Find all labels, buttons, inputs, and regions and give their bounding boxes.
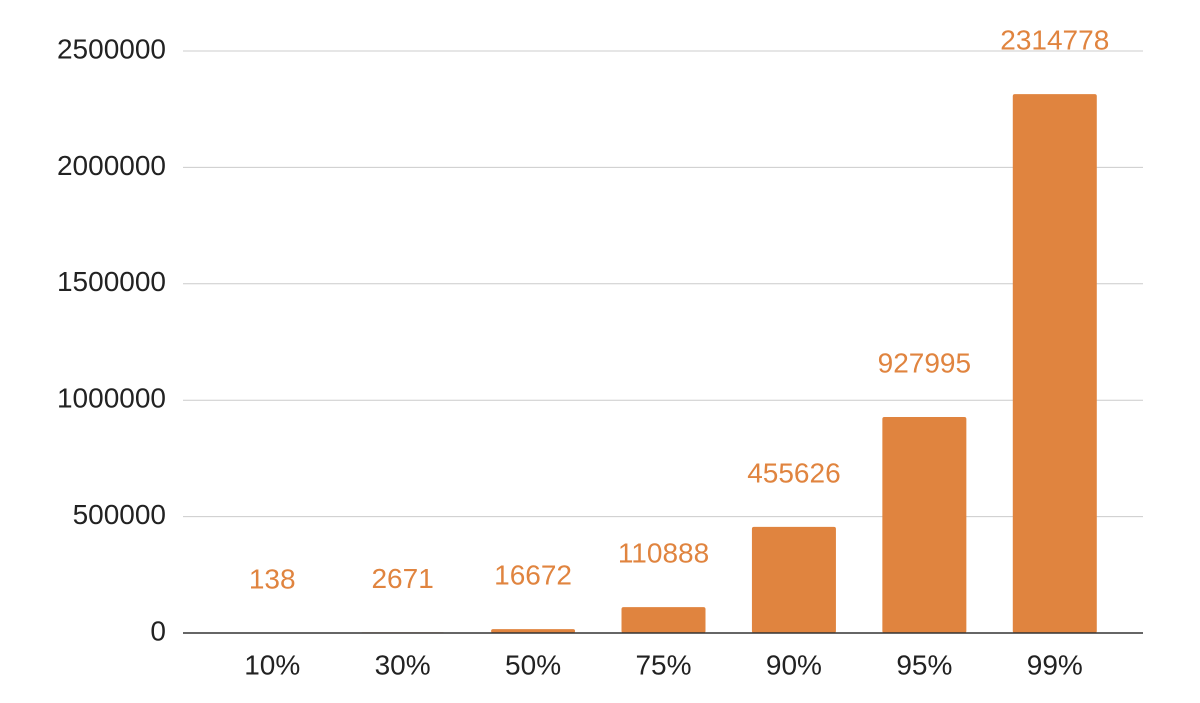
y-tick-label: 0 — [150, 615, 166, 646]
x-tick-label: 75% — [635, 649, 691, 680]
x-tick-label: 10% — [244, 649, 300, 680]
bar — [491, 629, 576, 633]
y-tick-label: 500000 — [73, 499, 166, 530]
x-tick-label: 95% — [896, 649, 952, 680]
data-label: 16672 — [494, 560, 572, 591]
bar — [751, 526, 836, 633]
data-label: 138 — [249, 563, 296, 594]
data-label: 455626 — [747, 457, 840, 488]
x-tick-label: 50% — [505, 649, 561, 680]
bar — [882, 416, 967, 633]
data-label: 2314778 — [1000, 25, 1109, 56]
data-label: 110888 — [618, 538, 709, 569]
y-tick-label: 1500000 — [57, 266, 166, 297]
y-tick-label: 1000000 — [57, 383, 166, 414]
bar — [1012, 94, 1097, 633]
data-label: 2671 — [371, 563, 433, 594]
x-tick-label: 30% — [375, 649, 431, 680]
y-tick-label: 2500000 — [57, 33, 166, 64]
data-label: 927995 — [878, 347, 971, 378]
x-tick-label: 99% — [1027, 649, 1083, 680]
x-tick-label: 90% — [766, 649, 822, 680]
y-tick-label: 2000000 — [57, 150, 166, 181]
bar — [621, 607, 706, 633]
